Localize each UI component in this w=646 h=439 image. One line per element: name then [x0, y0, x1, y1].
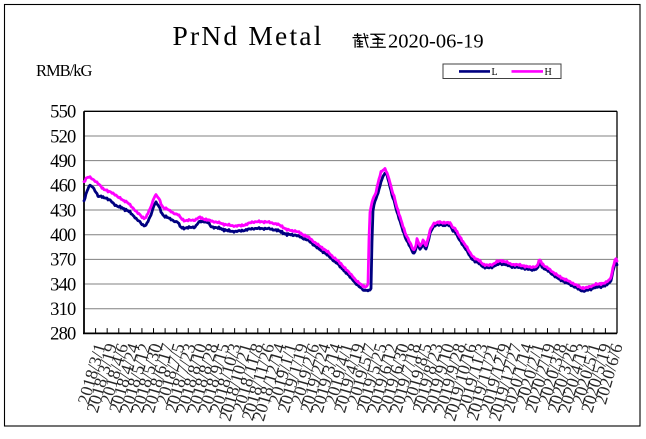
svg-text:490: 490 [50, 152, 76, 172]
svg-text:310: 310 [50, 300, 76, 320]
svg-text:460: 460 [50, 177, 76, 197]
svg-text:RMB/kG: RMB/kG [36, 61, 93, 80]
svg-text:L: L [492, 67, 498, 78]
svg-text:340: 340 [50, 275, 76, 295]
svg-text:H: H [545, 67, 552, 78]
svg-text:550: 550 [50, 103, 76, 123]
svg-text:400: 400 [50, 226, 76, 246]
svg-text:430: 430 [50, 201, 76, 221]
svg-text:370: 370 [50, 251, 76, 271]
svg-text:PrNd Metal: PrNd Metal [172, 20, 323, 51]
svg-text:280: 280 [50, 325, 76, 345]
svg-text:2020-06-19: 2020-06-19 [388, 31, 484, 53]
svg-text:520: 520 [50, 127, 76, 147]
